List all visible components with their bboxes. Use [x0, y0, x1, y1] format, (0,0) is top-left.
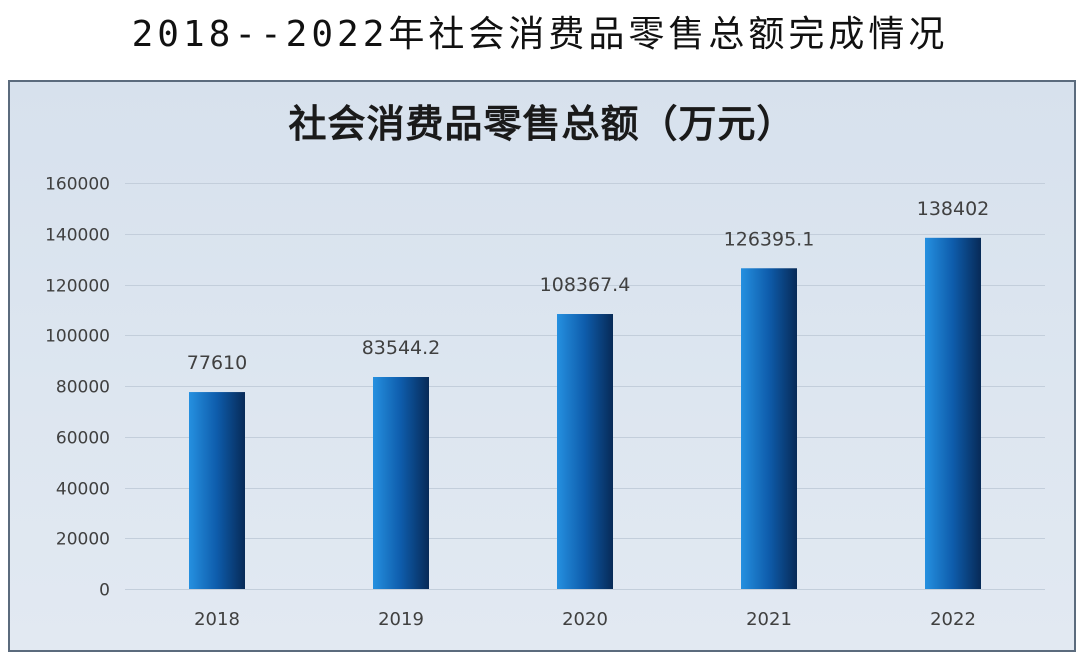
data-label-2019: 83544.2 — [362, 337, 441, 359]
bar-2019 — [373, 377, 429, 589]
data-label-2021: 126395.1 — [724, 228, 815, 250]
bar-chart-plot: 0 20000 40000 60000 80000 100000 120000 140000 1… — [45, 175, 1045, 630]
y-tick-label-140000: 140000 — [45, 226, 110, 246]
data-label-2018: 77610 — [187, 352, 247, 374]
bar-2020 — [557, 314, 613, 589]
x-tick-label-2021: 2021 — [746, 609, 792, 630]
y-tick-label-160000: 160000 — [45, 175, 110, 195]
data-label-2020: 108367.4 — [540, 274, 631, 296]
x-tick-label-2018: 2018 — [194, 609, 240, 630]
chart-frame: 社会消费品零售总额（万元） 0 20000 40000 60000 80000 10000… — [8, 80, 1076, 652]
y-tick-label-80000: 80000 — [56, 378, 110, 398]
y-tick-label-100000: 100000 — [45, 327, 110, 347]
y-tick-label-0: 0 — [99, 581, 110, 601]
y-tick-label-120000: 120000 — [45, 277, 110, 297]
bar-2022 — [925, 237, 981, 589]
y-tick-label-60000: 60000 — [56, 429, 110, 449]
x-tick-label-2022: 2022 — [930, 609, 976, 630]
bar-2018 — [189, 392, 245, 589]
x-tick-label-2019: 2019 — [378, 609, 424, 630]
bar-2021 — [741, 268, 797, 589]
x-tick-label-2020: 2020 — [562, 609, 608, 630]
chart-title: 社会消费品零售总额（万元） — [288, 104, 796, 146]
y-tick-label-20000: 20000 — [56, 530, 110, 550]
data-label-2022: 138402 — [917, 198, 990, 220]
y-tick-label-40000: 40000 — [56, 480, 110, 500]
page-heading: 2018--2022年社会消费品零售总额完成情况 — [131, 14, 949, 55]
